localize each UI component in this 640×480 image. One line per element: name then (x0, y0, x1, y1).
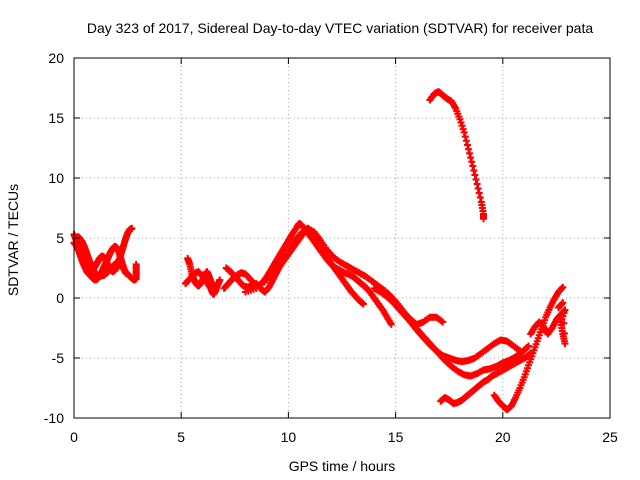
data-point (473, 180, 481, 188)
data-point (460, 128, 468, 136)
data-point (476, 194, 484, 201)
data-point (474, 185, 482, 192)
data-point (471, 171, 479, 179)
x-tick-label: 10 (281, 429, 297, 445)
data-point (469, 162, 477, 170)
x-tick-label: 15 (388, 429, 404, 445)
data-point (282, 250, 290, 258)
y-tick-label: -5 (52, 350, 65, 366)
data-point (559, 283, 567, 291)
data-point (560, 329, 568, 337)
data-point (561, 340, 569, 348)
data-point (475, 189, 483, 197)
data-point (132, 260, 140, 268)
y-tick-label: 15 (48, 110, 64, 126)
data-point (556, 302, 564, 310)
data-point (516, 347, 524, 355)
axis-ticks (73, 57, 611, 419)
data-point (464, 145, 472, 153)
grid (74, 58, 610, 418)
data-point (466, 149, 474, 157)
y-tick-label: 10 (48, 170, 64, 186)
data-point (276, 259, 284, 267)
data-point (467, 154, 475, 162)
x-axis-label: GPS time / hours (289, 458, 396, 474)
data-point (461, 133, 469, 141)
y-tick-label: 20 (48, 50, 64, 66)
data-point (472, 176, 480, 183)
x-tick-labels: 0 5 10 15 20 25 (70, 429, 618, 445)
data-point (480, 215, 488, 223)
data-point (560, 319, 568, 327)
series-track-mid-b (181, 268, 224, 298)
chart-title: Day 323 of 2017, Sidereal Day-to-day VTE… (87, 20, 594, 36)
y-tick-label: 0 (56, 290, 64, 306)
series-track-end (527, 299, 569, 348)
series-track-early-3 (74, 233, 140, 284)
data-point (559, 309, 567, 317)
data-point (128, 224, 136, 232)
y-axis-label: SDTVAR / TECUs (5, 184, 21, 296)
x-tick-label: 25 (602, 429, 618, 445)
series-track-main-3 (242, 224, 447, 328)
series-track-main-1 (220, 220, 395, 328)
data-point (463, 141, 471, 149)
data-point (558, 284, 566, 292)
data-point (274, 263, 282, 271)
series-track-bottom (437, 349, 535, 408)
data-point (359, 300, 367, 308)
x-tick-label: 20 (495, 429, 511, 445)
data-point (387, 320, 395, 328)
y-tick-label: 5 (56, 230, 64, 246)
data-point (468, 158, 476, 166)
y-tick-labels: -10 -5 0 5 10 15 20 (44, 50, 64, 426)
data-point (555, 304, 563, 312)
data-point (216, 276, 224, 284)
data-point (439, 318, 447, 326)
data-points (70, 88, 569, 414)
data-point (462, 137, 470, 145)
x-tick-label: 0 (70, 429, 78, 445)
series-track-upper (426, 88, 488, 223)
data-point (525, 342, 533, 350)
y-tick-label: -10 (44, 410, 64, 426)
data-point (279, 254, 287, 262)
series-track-descent-b (381, 289, 524, 366)
data-point (470, 167, 478, 174)
x-tick-label: 5 (177, 429, 185, 445)
